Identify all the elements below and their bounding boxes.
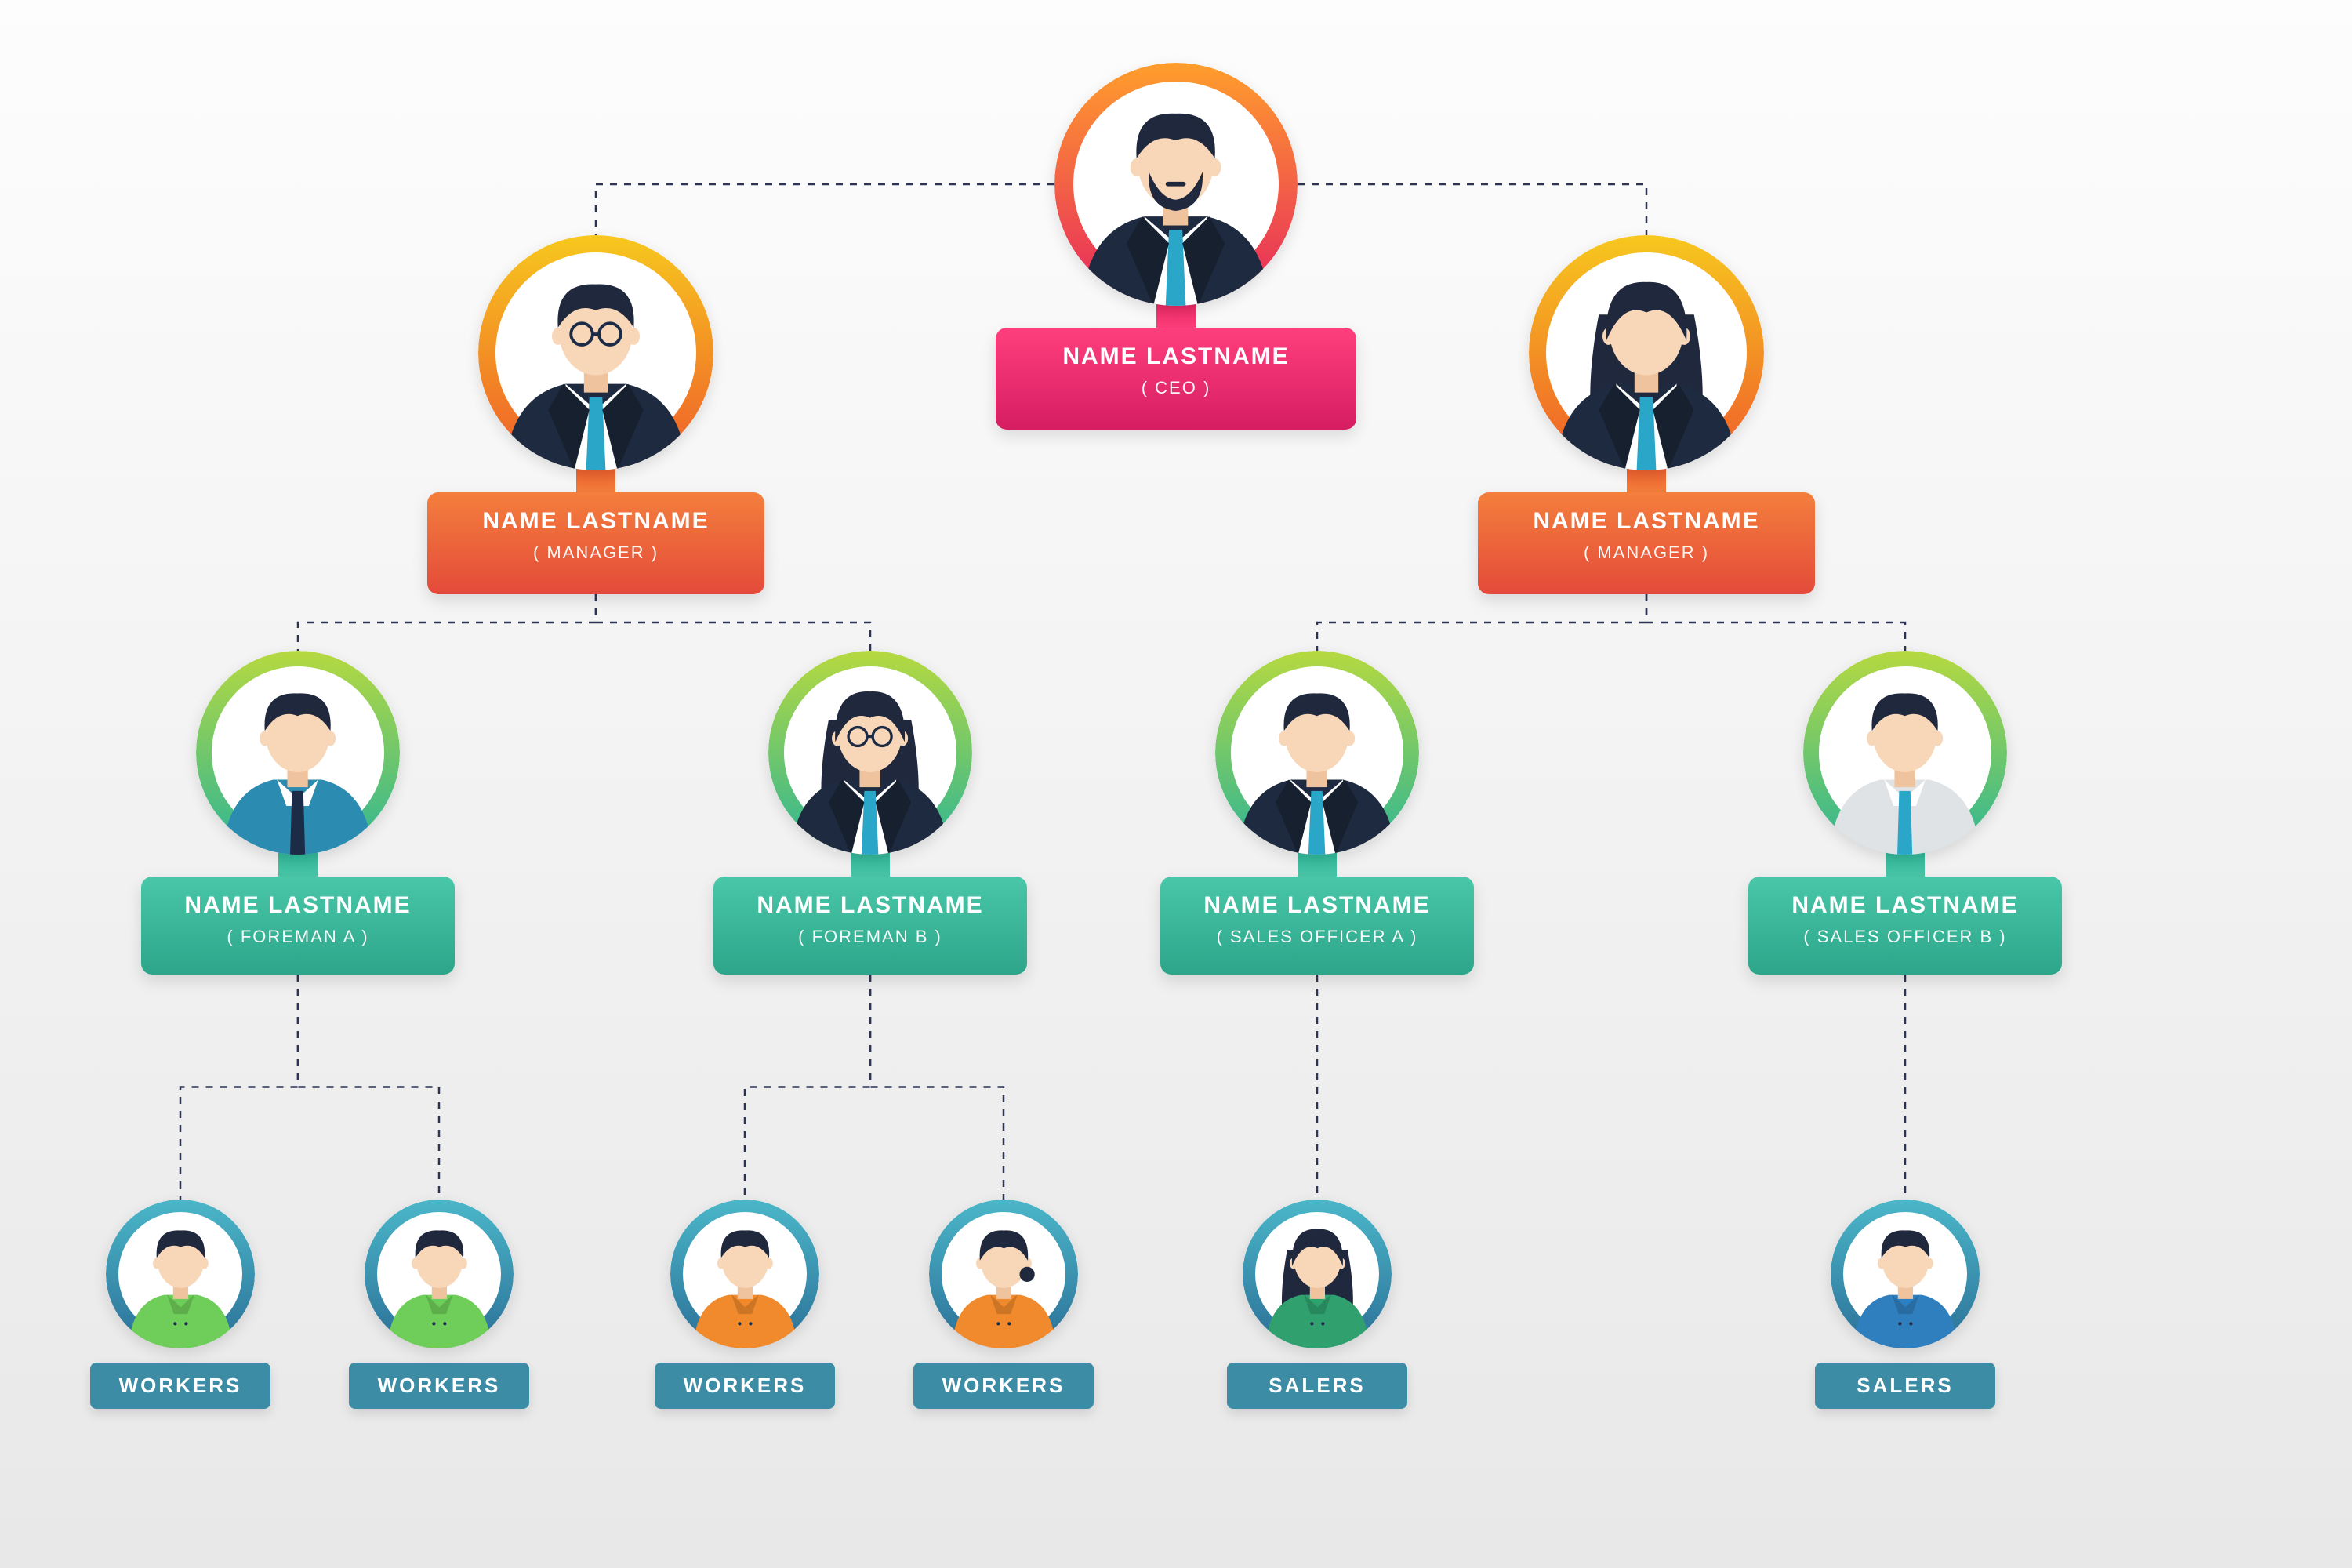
org-node-s2: SALERS (1815, 1200, 1995, 1409)
connector-line (596, 594, 870, 651)
org-node-ceo: NAME LASTNAME ( CEO ) (996, 63, 1356, 430)
avatar-icon (670, 1200, 819, 1348)
person-role: ( CEO ) (1004, 378, 1348, 398)
avatar-icon (1243, 1200, 1392, 1348)
connector-line (870, 975, 1004, 1200)
person-name: NAME LASTNAME (721, 892, 1019, 919)
connector-line (596, 184, 1054, 235)
org-node-mgr_r: NAME LASTNAME ( MANAGER ) (1478, 235, 1815, 594)
org-node-w3: WORKERS (655, 1200, 835, 1409)
connector-line (298, 975, 439, 1200)
avatar-ring (1243, 1200, 1392, 1348)
person-name: NAME LASTNAME (1168, 892, 1466, 919)
person-role: ( MANAGER ) (435, 543, 757, 563)
name-plate: NAME LASTNAME ( MANAGER ) (1478, 492, 1815, 594)
org-chart: NAME LASTNAME ( CEO ) NAME LASTNAME ( MA… (0, 0, 2352, 1568)
avatar-ring (1831, 1200, 1980, 1348)
avatar-ring (1215, 651, 1419, 855)
avatar-icon (768, 651, 972, 855)
avatar-ring (768, 651, 972, 855)
connector-line (180, 975, 298, 1200)
person-name: NAME LASTNAME (1004, 343, 1348, 370)
avatar-icon (365, 1200, 514, 1348)
avatar-icon (1529, 235, 1764, 470)
avatar-ring (196, 651, 400, 855)
person-role: ( SALES OFFICER B ) (1756, 927, 2054, 947)
org-node-sales_a: NAME LASTNAME ( SALES OFFICER A ) (1160, 651, 1474, 975)
org-node-w1: WORKERS (90, 1200, 270, 1409)
avatar-ring (106, 1200, 255, 1348)
person-role: ( SALES OFFICER A ) (1168, 927, 1466, 947)
avatar-ring (1054, 63, 1298, 306)
person-name: NAME LASTNAME (435, 508, 757, 535)
person-role: ( FOREMAN B ) (721, 927, 1019, 947)
connector-line (745, 975, 870, 1200)
avatar-icon (196, 651, 400, 855)
connector-line (298, 594, 596, 651)
name-plate: NAME LASTNAME ( SALES OFFICER B ) (1748, 877, 2062, 975)
name-plate: NAME LASTNAME ( CEO ) (996, 328, 1356, 430)
role-tag: WORKERS (349, 1363, 529, 1409)
name-plate: NAME LASTNAME ( FOREMAN B ) (713, 877, 1027, 975)
avatar-ring (1529, 235, 1764, 470)
role-tag: WORKERS (913, 1363, 1094, 1409)
avatar-ring (1803, 651, 2007, 855)
person-name: NAME LASTNAME (149, 892, 447, 919)
person-role: ( MANAGER ) (1486, 543, 1807, 563)
avatar-icon (478, 235, 713, 470)
avatar-ring (670, 1200, 819, 1348)
name-plate: NAME LASTNAME ( MANAGER ) (427, 492, 764, 594)
role-tag: SALERS (1227, 1363, 1407, 1409)
org-node-w4: WORKERS (913, 1200, 1094, 1409)
connector-line (1646, 594, 1905, 651)
person-name: NAME LASTNAME (1486, 508, 1807, 535)
role-tag: SALERS (1815, 1363, 1995, 1409)
avatar-icon (1803, 651, 2007, 855)
role-tag: WORKERS (90, 1363, 270, 1409)
org-node-w2: WORKERS (349, 1200, 529, 1409)
org-node-sales_b: NAME LASTNAME ( SALES OFFICER B ) (1748, 651, 2062, 975)
org-node-s1: SALERS (1227, 1200, 1407, 1409)
connector-line (1317, 594, 1646, 651)
person-name: NAME LASTNAME (1756, 892, 2054, 919)
avatar-icon (106, 1200, 255, 1348)
avatar-ring (929, 1200, 1078, 1348)
avatar-icon (1831, 1200, 1980, 1348)
person-role: ( FOREMAN A ) (149, 927, 447, 947)
avatar-ring (478, 235, 713, 470)
avatar-icon (929, 1200, 1078, 1348)
avatar-icon (1054, 63, 1298, 306)
name-plate: NAME LASTNAME ( FOREMAN A ) (141, 877, 455, 975)
avatar-ring (365, 1200, 514, 1348)
org-node-fore_a: NAME LASTNAME ( FOREMAN A ) (141, 651, 455, 975)
org-node-mgr_l: NAME LASTNAME ( MANAGER ) (427, 235, 764, 594)
avatar-icon (1215, 651, 1419, 855)
org-node-fore_b: NAME LASTNAME ( FOREMAN B ) (713, 651, 1027, 975)
role-tag: WORKERS (655, 1363, 835, 1409)
name-plate: NAME LASTNAME ( SALES OFFICER A ) (1160, 877, 1474, 975)
